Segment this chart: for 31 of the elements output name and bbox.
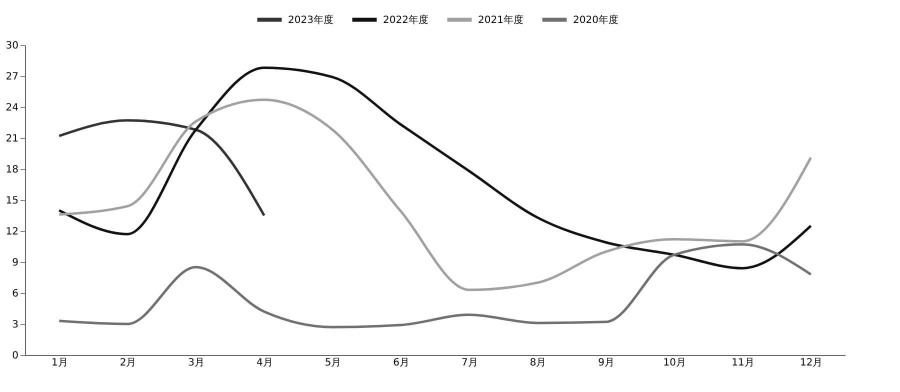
line-series <box>58 119 266 217</box>
x-tick-label: 5月 <box>324 358 342 368</box>
y-tick-label: 30 <box>6 40 18 52</box>
x-tick-label: 2月 <box>120 358 136 368</box>
x-tick-label: 10月 <box>663 358 686 368</box>
y-tick-label: 6 <box>12 288 18 300</box>
y-tick-label: 24 <box>6 102 18 114</box>
legend-label: 2020年度 <box>573 14 618 26</box>
y-tick-label: 12 <box>6 226 18 238</box>
y-tick-label: 18 <box>6 164 18 176</box>
legend-label: 2021年度 <box>478 14 524 26</box>
x-tick-label: 11月 <box>732 358 754 368</box>
x-tick-label: 8月 <box>530 358 546 368</box>
y-tick-label: 0 <box>12 350 18 362</box>
y-tick-label: 21 <box>6 134 18 144</box>
y-tick-label: 9 <box>12 258 18 268</box>
x-tick-label: 9月 <box>598 358 615 368</box>
y-tick-label: 27 <box>6 72 18 82</box>
x-tick-label: 12月 <box>800 358 823 368</box>
x-tick-label: 4月 <box>256 358 273 368</box>
legend-label: 2022年度 <box>383 14 428 26</box>
y-tick-label: 15 <box>6 196 18 206</box>
line-series <box>58 66 812 270</box>
x-tick-label: 6月 <box>393 358 410 368</box>
x-tick-label: 7月 <box>461 358 478 368</box>
y-tick-label: 3 <box>12 320 18 330</box>
x-tick-label: 3月 <box>188 358 205 368</box>
legend-label: 2023年度 <box>288 14 334 26</box>
x-tick-label: 1月 <box>51 358 68 368</box>
line-series <box>58 98 812 292</box>
line-series <box>58 243 812 328</box>
